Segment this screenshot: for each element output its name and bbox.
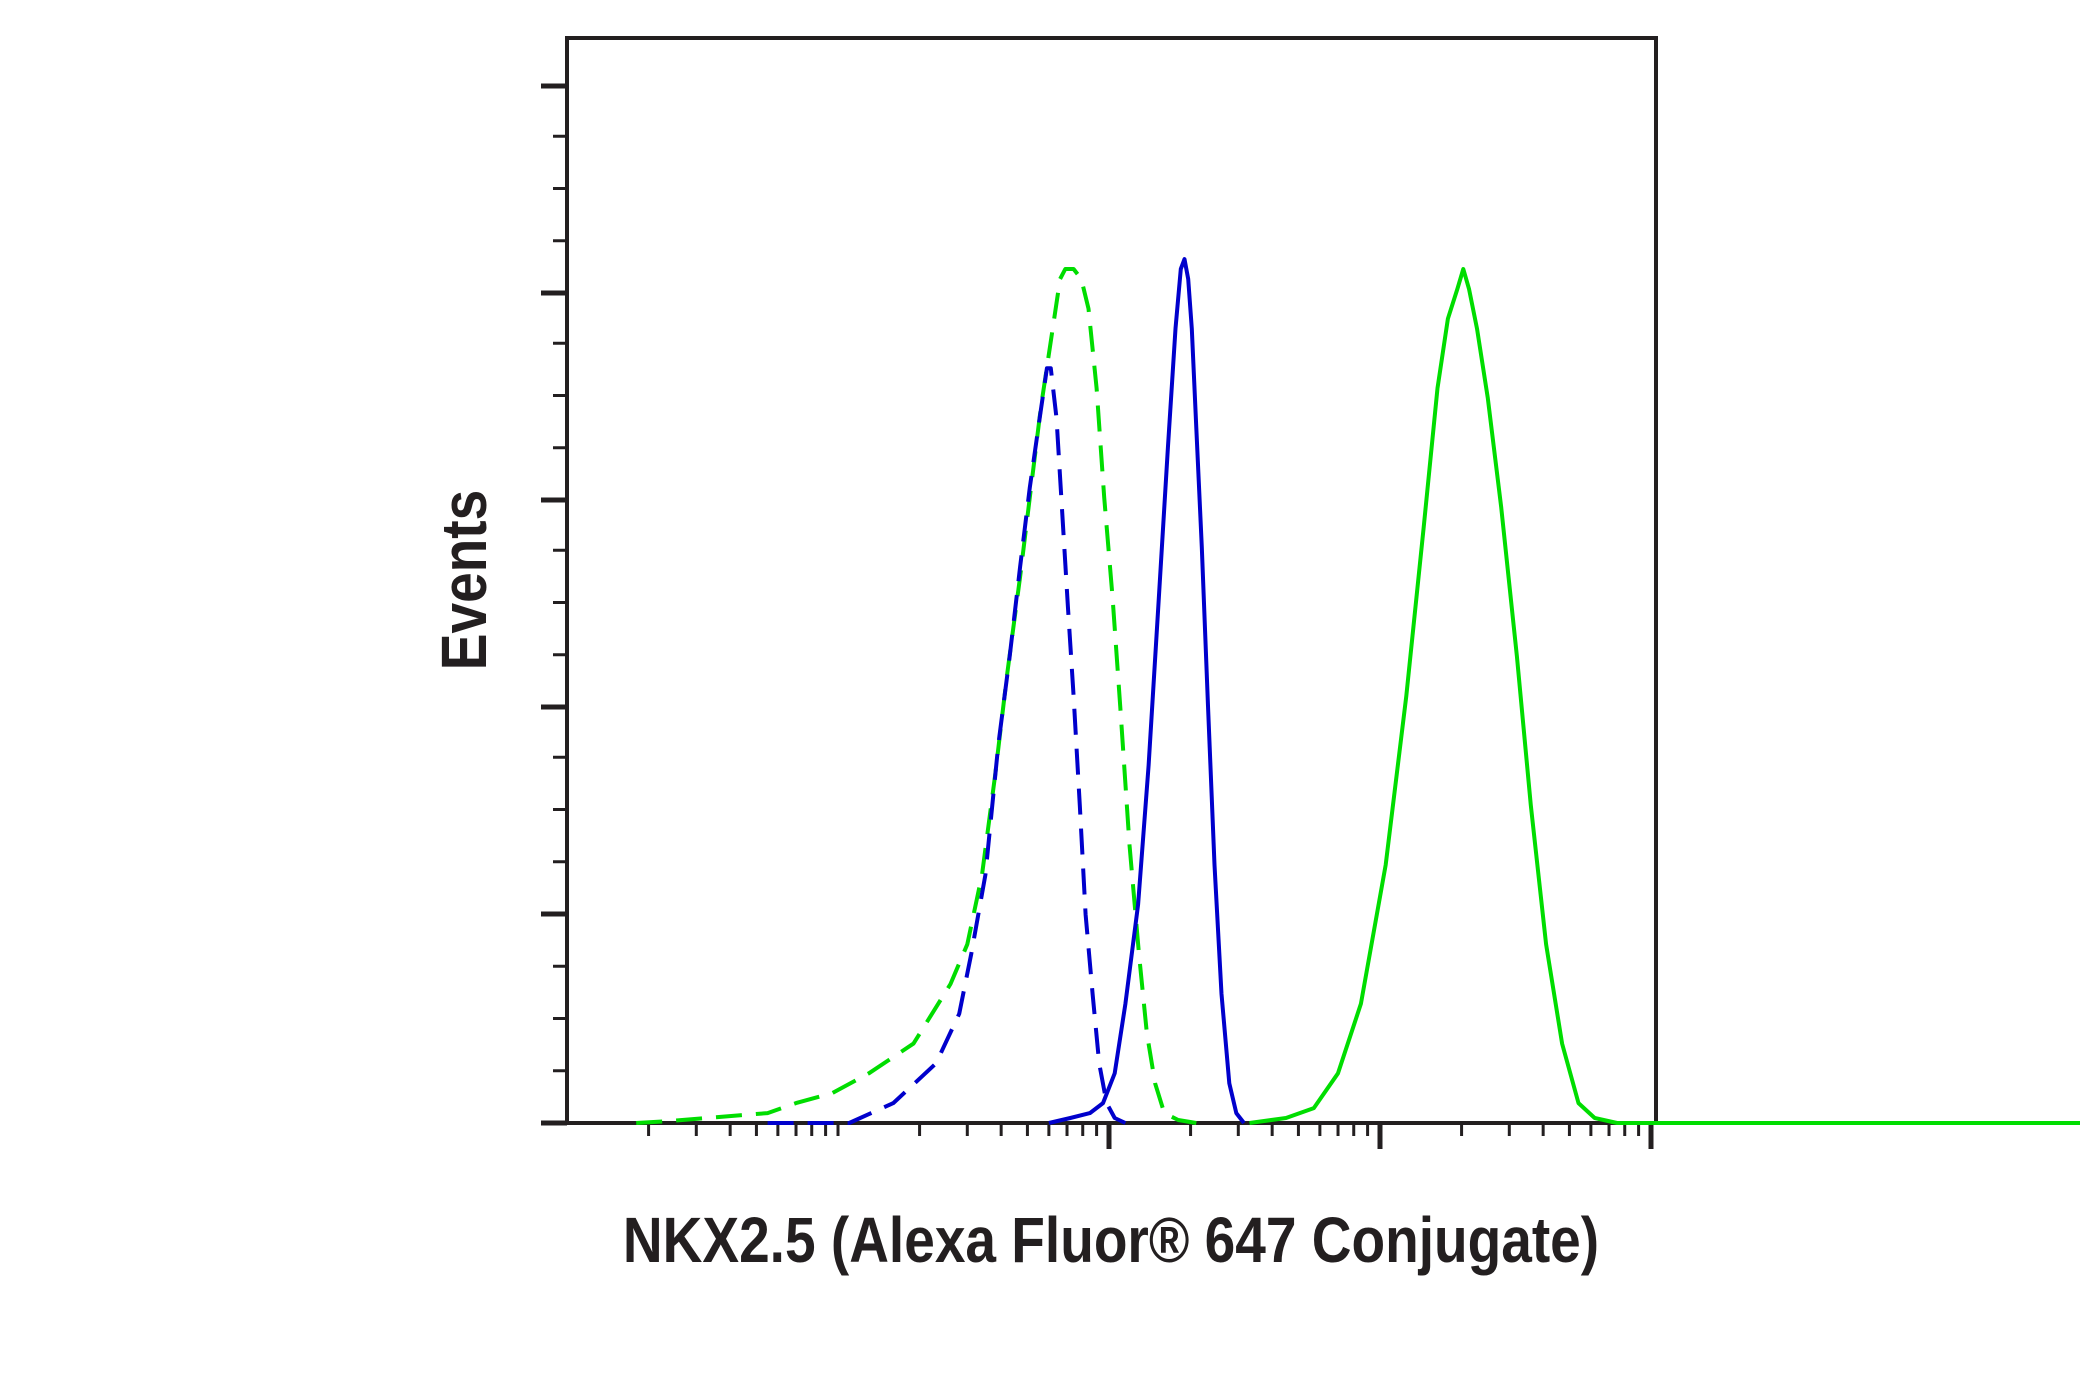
y-axis-title: Events (428, 490, 500, 670)
x-axis-ticks (647, 1123, 1654, 1149)
y-axis-ticks (541, 83, 567, 1126)
x-axis-title: NKX2.5 (Alexa Fluor® 647 Conjugate) (623, 1204, 1599, 1276)
series-1-curve (767, 366, 1127, 1125)
series-2-curve (1048, 257, 1246, 1125)
series-0-curve (636, 267, 1197, 1125)
histogram-series (636, 257, 2080, 1125)
series-3-curve (1249, 267, 2080, 1125)
